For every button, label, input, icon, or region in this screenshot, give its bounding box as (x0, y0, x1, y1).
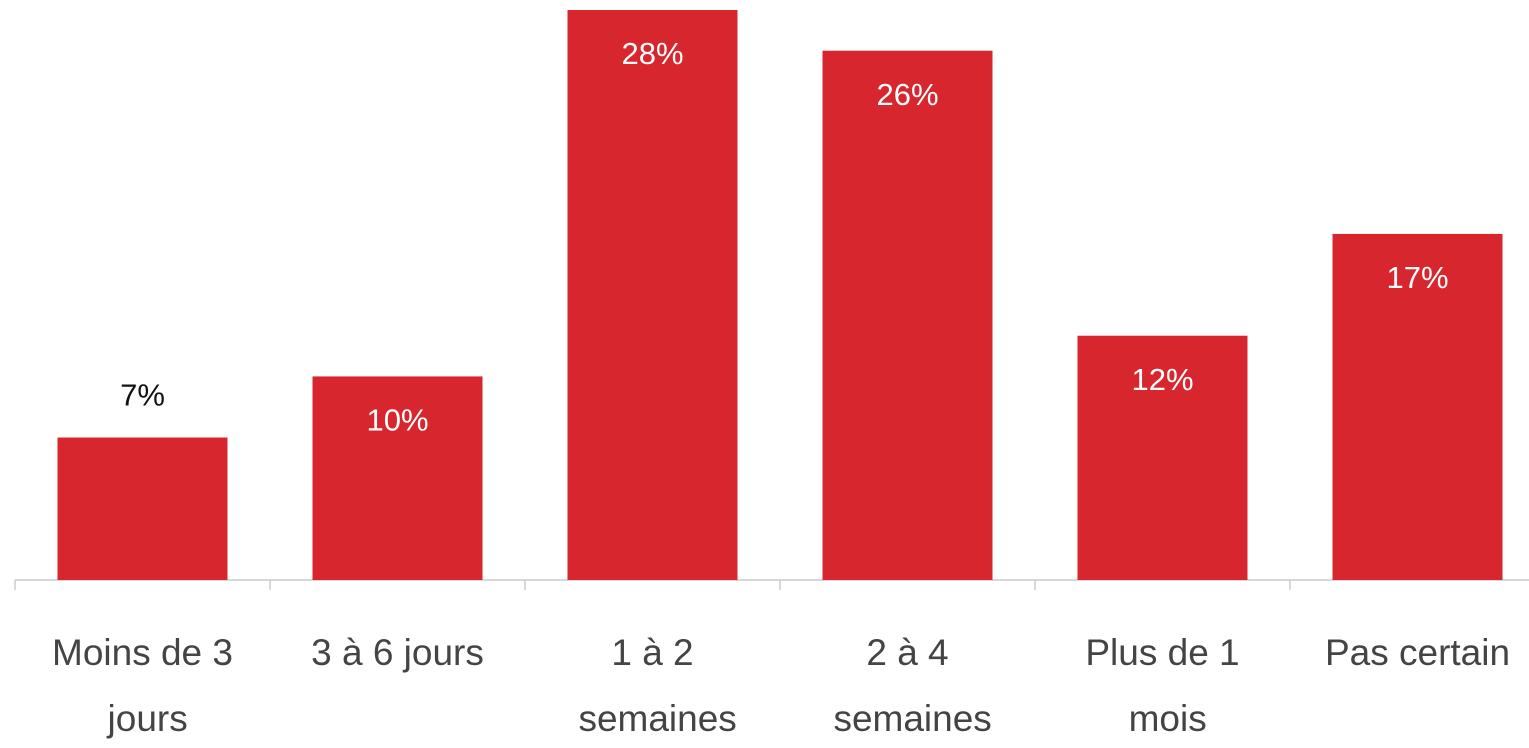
x-tick-label: 1 à 2 semaines (568, 632, 737, 739)
bar (1077, 335, 1248, 580)
data-label: 28% (621, 36, 683, 71)
data-label: 12% (1131, 362, 1193, 397)
x-tick-label: Plus de 1 mois (1085, 632, 1239, 739)
x-tick-label: Moins de 3 jours (52, 632, 233, 739)
x-tick-label: 3 à 6 jours (311, 632, 484, 673)
data-label: 7% (120, 378, 165, 413)
data-label: 10% (366, 403, 428, 438)
data-label: 17% (1386, 260, 1448, 295)
bar (1332, 233, 1503, 580)
bar (567, 10, 738, 580)
data-label: 26% (876, 77, 938, 112)
bar (312, 376, 483, 580)
bar (822, 50, 993, 580)
x-tick-label: Pas certain (1325, 632, 1510, 673)
x-tick-label: 2 à 4 semaines (823, 632, 992, 739)
bar (57, 437, 228, 580)
